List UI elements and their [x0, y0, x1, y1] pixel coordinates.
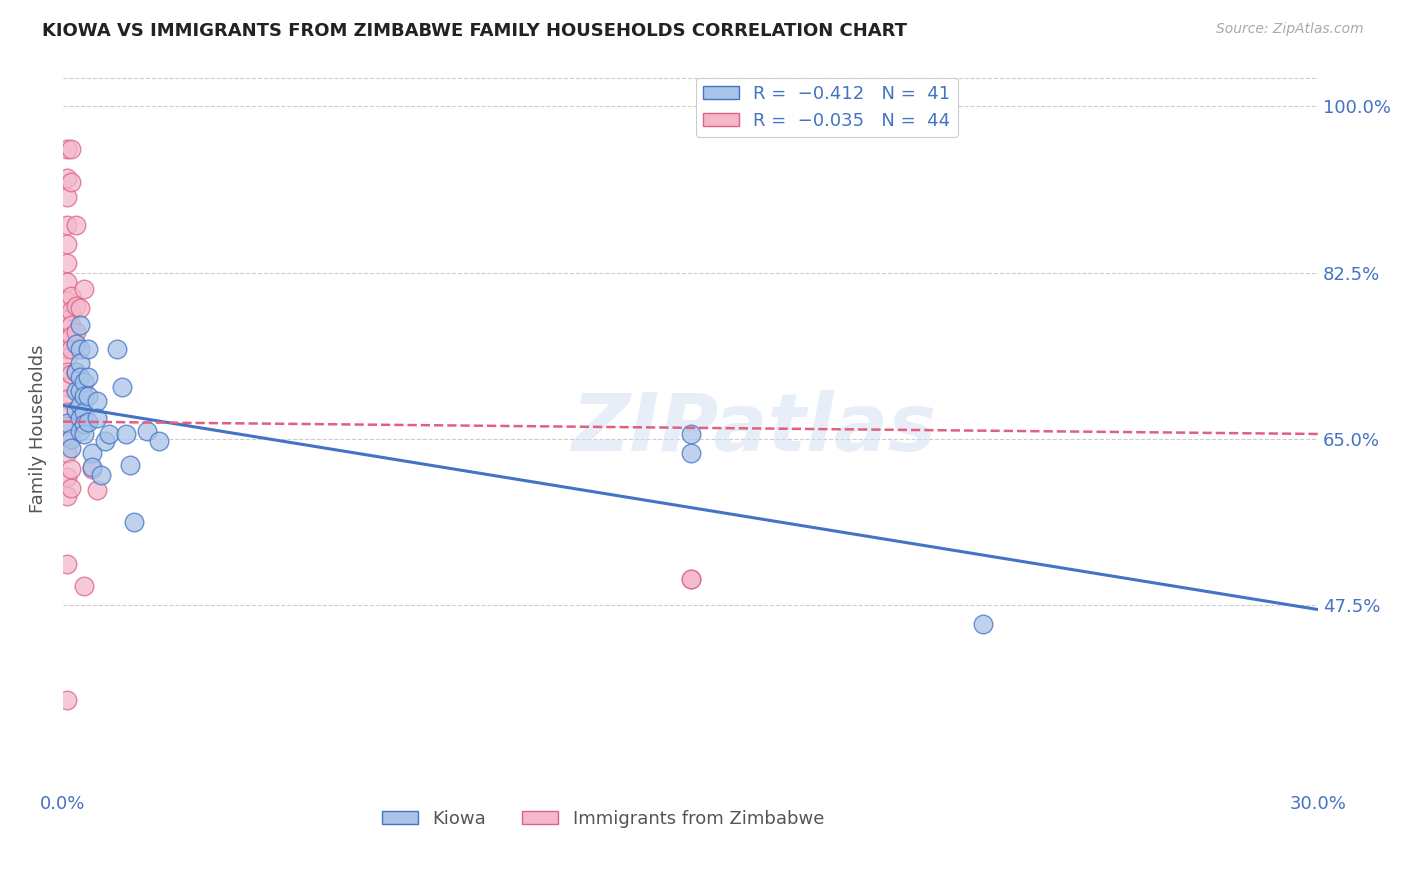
Point	[56, 405, 79, 419]
Text: KIOWA VS IMMIGRANTS FROM ZIMBABWE FAMILY HOUSEHOLDS CORRELATION CHART: KIOWA VS IMMIGRANTS FROM ZIMBABWE FAMILY…	[42, 22, 907, 40]
Point	[65, 299, 87, 313]
Point	[56, 557, 79, 571]
Point	[60, 289, 83, 303]
Point	[90, 467, 112, 482]
Point	[56, 469, 79, 483]
Point	[69, 342, 91, 356]
Point	[56, 142, 79, 156]
Point	[679, 427, 702, 442]
Point	[56, 313, 79, 327]
Point	[110, 379, 132, 393]
Text: Source: ZipAtlas.com: Source: ZipAtlas.com	[1216, 22, 1364, 37]
Point	[56, 237, 79, 252]
Point	[56, 342, 79, 356]
Point	[82, 446, 104, 460]
Point	[69, 301, 91, 315]
Point	[60, 318, 83, 332]
Point	[60, 441, 83, 455]
Point	[65, 336, 87, 351]
Point	[65, 218, 87, 232]
Point	[56, 294, 79, 309]
Point	[56, 365, 79, 379]
Point	[148, 434, 170, 448]
Point	[56, 170, 79, 185]
Point	[65, 384, 87, 399]
Point	[56, 218, 79, 232]
Point	[56, 434, 79, 448]
Point	[65, 403, 87, 417]
Y-axis label: Family Households: Family Households	[30, 345, 46, 514]
Point	[65, 365, 87, 379]
Point	[82, 460, 104, 475]
Point	[56, 351, 79, 365]
Point	[94, 434, 117, 448]
Point	[972, 616, 994, 631]
Point	[69, 399, 91, 413]
Point	[60, 481, 83, 495]
Point	[679, 572, 702, 586]
Point	[679, 446, 702, 460]
Point	[56, 489, 79, 503]
Point	[60, 329, 83, 343]
Point	[77, 415, 100, 429]
Point	[56, 419, 79, 434]
Point	[118, 458, 141, 473]
Point	[60, 462, 83, 476]
Point	[73, 375, 96, 389]
Point	[82, 462, 104, 476]
Point	[114, 427, 136, 442]
Text: ZIPatlas: ZIPatlas	[571, 390, 936, 468]
Point	[86, 410, 108, 425]
Point	[60, 342, 83, 356]
Point	[56, 256, 79, 270]
Point	[65, 365, 87, 379]
Point	[65, 326, 87, 340]
Point	[56, 379, 79, 393]
Point	[56, 416, 79, 430]
Point	[122, 515, 145, 529]
Point	[56, 392, 79, 406]
Point	[60, 142, 83, 156]
Point	[60, 367, 83, 381]
Point	[56, 692, 79, 706]
Point	[73, 427, 96, 442]
Point	[60, 303, 83, 318]
Point	[107, 342, 129, 356]
Point	[73, 417, 96, 432]
Point	[56, 275, 79, 289]
Point	[69, 370, 91, 384]
Point	[73, 282, 96, 296]
Point	[56, 446, 79, 460]
Point	[56, 189, 79, 203]
Point	[69, 410, 91, 425]
Point	[679, 572, 702, 586]
Point	[77, 389, 100, 403]
Point	[73, 389, 96, 403]
Point	[135, 424, 157, 438]
Legend: Kiowa, Immigrants from Zimbabwe: Kiowa, Immigrants from Zimbabwe	[374, 803, 831, 835]
Point	[69, 384, 91, 399]
Point	[69, 424, 91, 438]
Point	[73, 579, 96, 593]
Point	[69, 318, 91, 332]
Point	[86, 393, 108, 408]
Point	[60, 432, 83, 446]
Point	[69, 356, 91, 370]
Point	[98, 427, 121, 442]
Point	[73, 405, 96, 419]
Point	[86, 483, 108, 497]
Point	[77, 370, 100, 384]
Point	[60, 176, 83, 190]
Point	[77, 342, 100, 356]
Point	[56, 332, 79, 346]
